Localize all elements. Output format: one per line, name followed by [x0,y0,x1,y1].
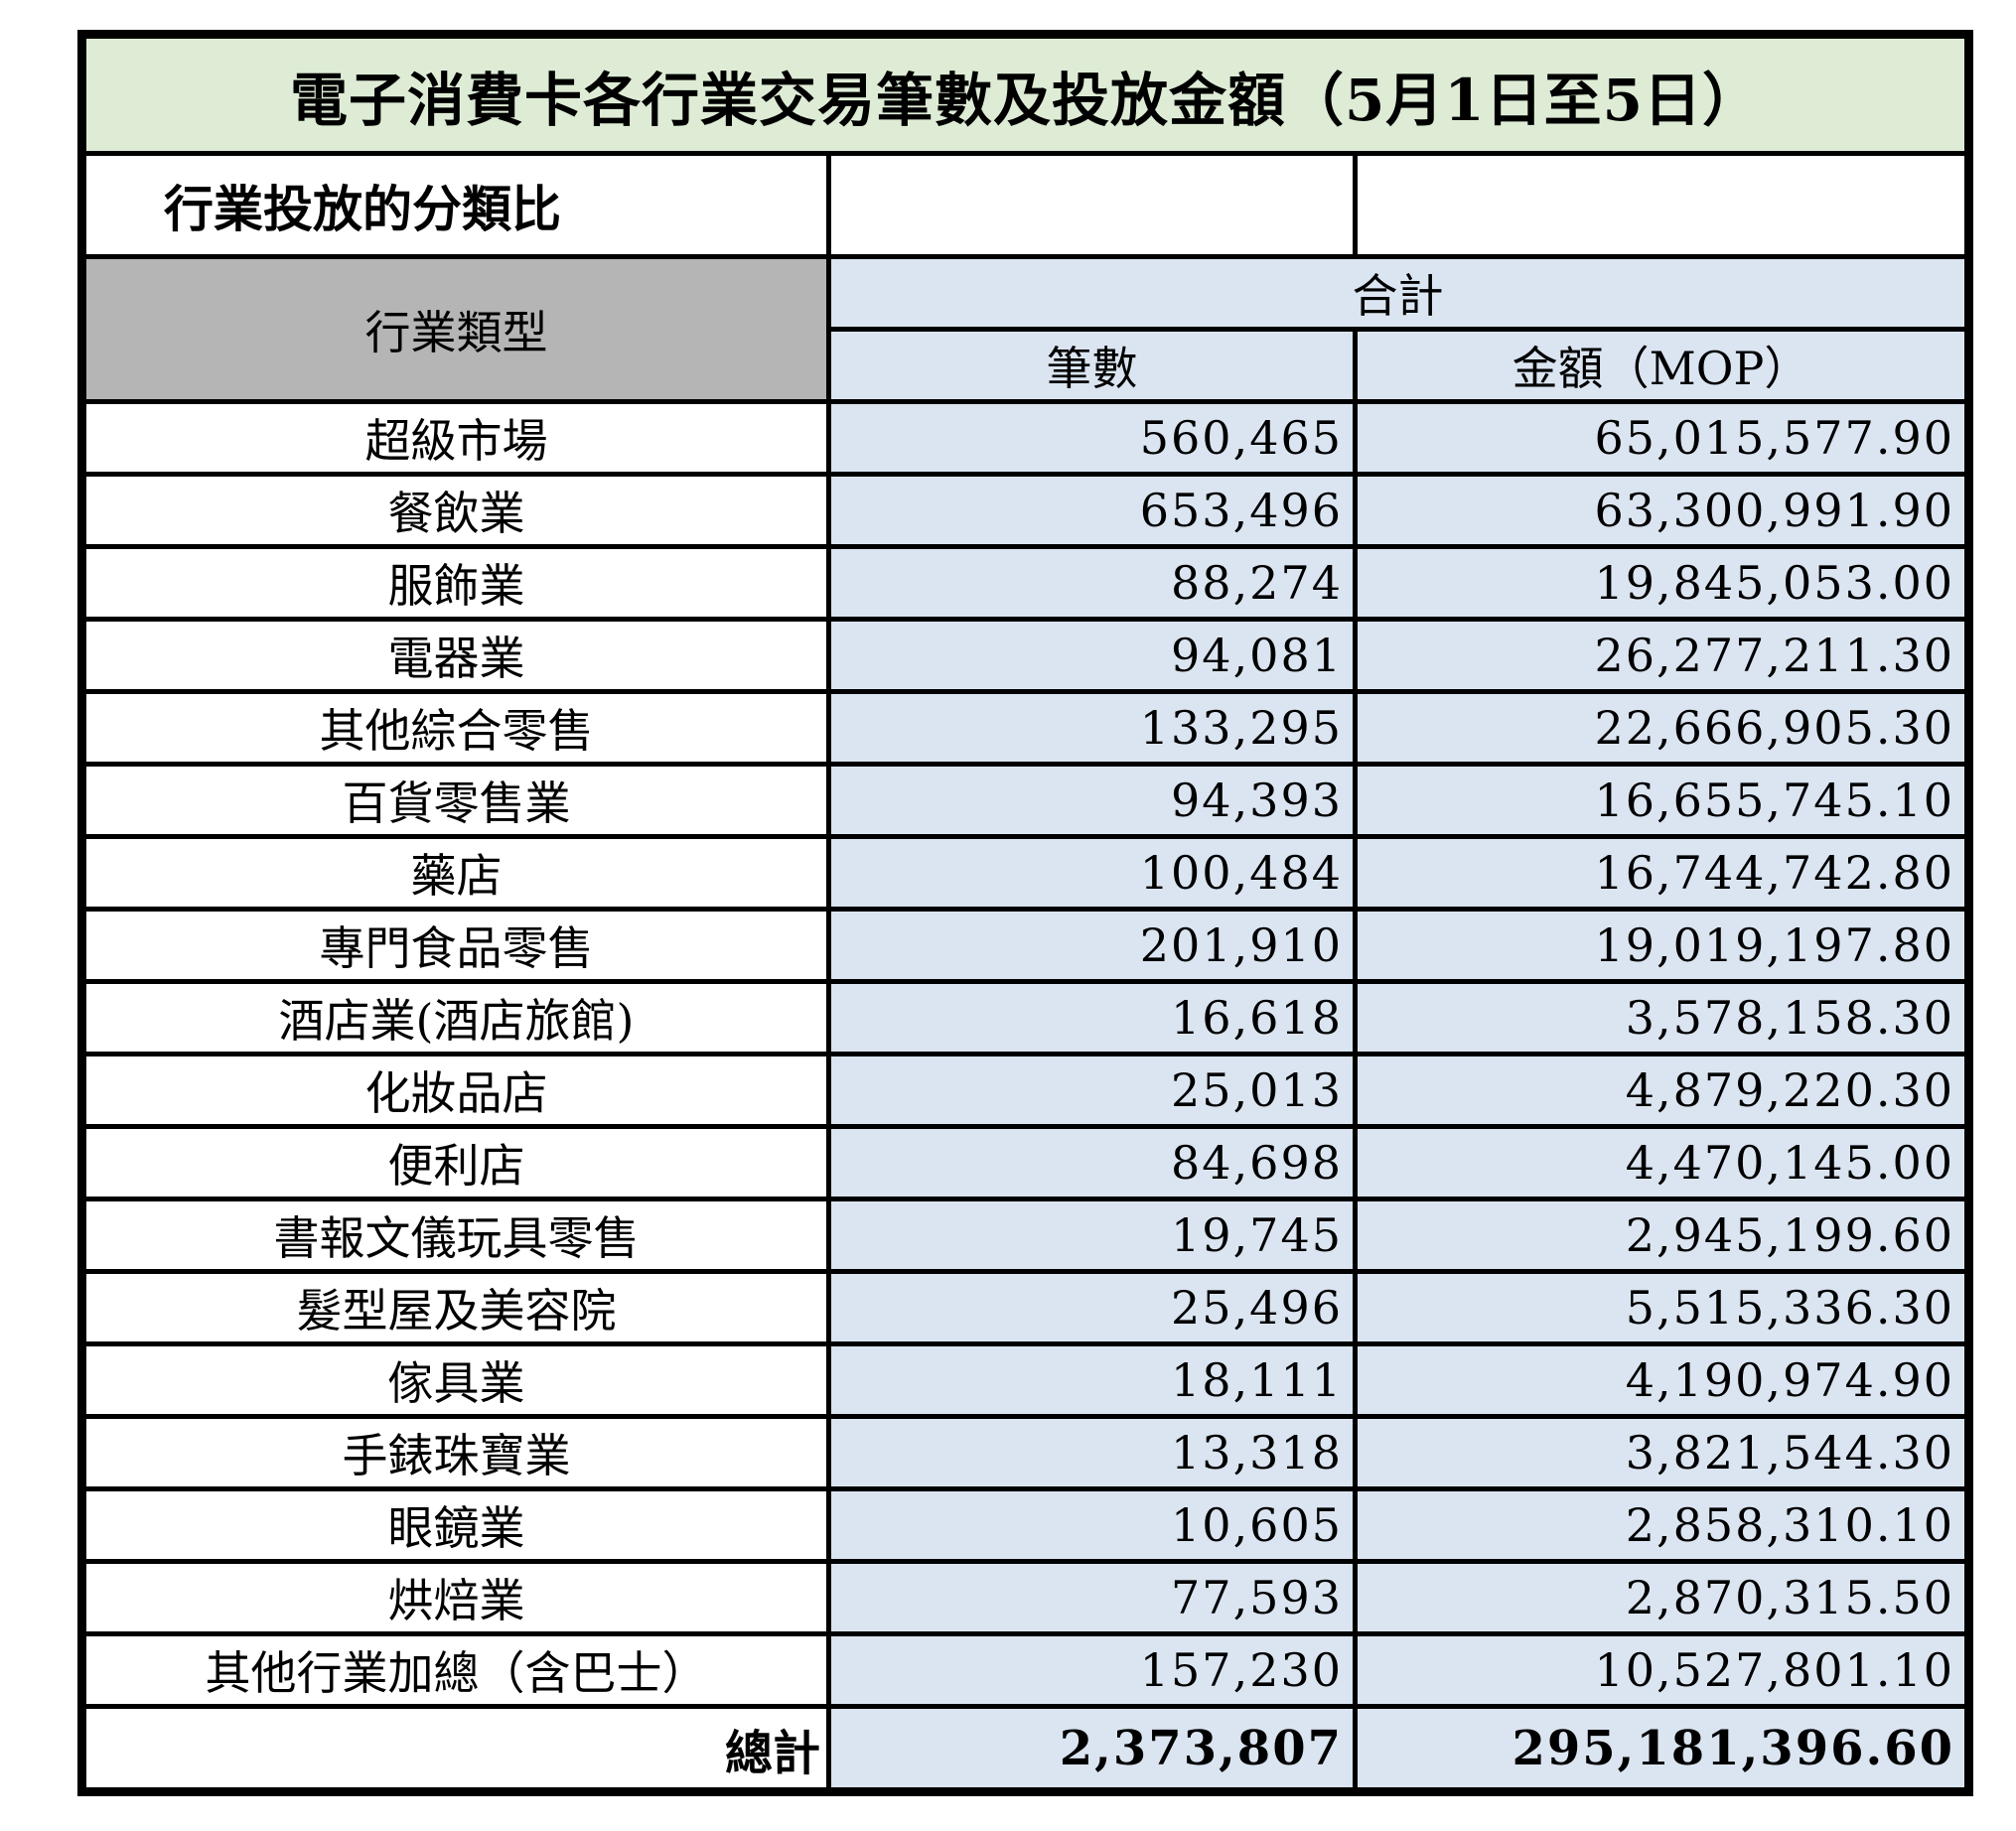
industry-name-cell: 書報文儀玩具零售 [79,1197,831,1274]
count-value-cell: 100,484 [826,834,1358,912]
amount-value-cell: 2,870,315.50 [1353,1559,1971,1636]
industry-name-cell: 手錶珠寶業 [79,1414,831,1491]
count-value-cell: 201,910 [826,907,1358,984]
amount-value-cell: 5,515,336.30 [1353,1269,1971,1346]
amount-value-cell: 2,858,310.10 [1353,1486,1971,1564]
column-header-amount: 金額（MOP） [1353,327,1971,404]
count-value-cell: 560,465 [826,399,1358,477]
table-title: 電子消費卡各行業交易筆數及投放金額（5月1日至5日） [79,32,1971,156]
count-value-cell: 157,230 [826,1631,1358,1709]
table-row: 專門食品零售 201,910 19,019,197.80 [79,907,1971,984]
amount-value-cell: 3,821,544.30 [1353,1414,1971,1491]
column-header-industry-type: 行業類型 [79,254,831,404]
count-value-cell: 18,111 [826,1341,1358,1419]
empty-cell [826,151,1358,259]
column-header-count: 筆數 [826,327,1358,404]
total-count-value: 2,373,807 [826,1704,1358,1794]
table-body: 超級市場 560,465 65,015,577.90 餐飲業 653,496 63,300… [79,399,1971,1709]
count-value-cell: 10,605 [826,1486,1358,1564]
table-row: 餐飲業 653,496 63,300,991.90 [79,472,1971,549]
table-row: 書報文儀玩具零售 19,745 2,945,199.60 [79,1197,1971,1274]
amount-value-cell: 63,300,991.90 [1353,472,1971,549]
table-row: 眼鏡業 10,605 2,858,310.10 [79,1486,1971,1564]
total-amount-value: 295,181,396.60 [1353,1704,1971,1794]
amount-value-cell: 16,744,742.80 [1353,834,1971,912]
table-row: 其他行業加總（含巴士） 157,230 10,527,801.10 [79,1631,1971,1709]
table-header-section: 電子消費卡各行業交易筆數及投放金額（5月1日至5日） 行業投放的分類比 行業類型… [79,32,1971,404]
amount-value-cell: 4,879,220.30 [1353,1052,1971,1129]
amount-value-cell: 19,845,053.00 [1353,544,1971,622]
amount-value-cell: 4,190,974.90 [1353,1341,1971,1419]
industry-name-cell: 其他行業加總（含巴士） [79,1631,831,1709]
table-row: 髮型屋及美容院 25,496 5,515,336.30 [79,1269,1971,1346]
industry-name-cell: 酒店業(酒店旅館) [79,979,831,1056]
table-row: 便利店 84,698 4,470,145.00 [79,1124,1971,1201]
industry-name-cell: 電器業 [79,617,831,694]
table-row: 傢具業 18,111 4,190,974.90 [79,1341,1971,1419]
count-value-cell: 94,081 [826,617,1358,694]
group-header-row: 行業類型 合計 [79,254,1971,404]
amount-value-cell: 3,578,158.30 [1353,979,1971,1056]
industry-name-cell: 服飾業 [79,544,831,622]
amount-value-cell: 16,655,745.10 [1353,762,1971,839]
total-row: 總計 2,373,807 295,181,396.60 [79,1704,1971,1794]
count-value-cell: 13,318 [826,1414,1358,1491]
total-label: 總計 [79,1704,831,1794]
amount-value-cell: 22,666,905.30 [1353,689,1971,767]
amount-value-cell: 2,945,199.60 [1353,1197,1971,1274]
title-row: 電子消費卡各行業交易筆數及投放金額（5月1日至5日） [79,32,1971,156]
empty-cell [1353,151,1971,259]
table-footer-section: 總計 2,373,807 295,181,396.60 [79,1704,1971,1794]
count-value-cell: 133,295 [826,689,1358,767]
group-header-total: 合計 [826,254,1971,332]
table-row: 超級市場 560,465 65,015,577.90 [79,399,1971,477]
count-value-cell: 653,496 [826,472,1358,549]
count-value-cell: 16,618 [826,979,1358,1056]
count-value-cell: 25,013 [826,1052,1358,1129]
amount-value-cell: 26,277,211.30 [1353,617,1971,694]
amount-value-cell: 19,019,197.80 [1353,907,1971,984]
sub-header-row: 筆數 金額（MOP） [82,327,1971,404]
industry-name-cell: 化妝品店 [79,1052,831,1129]
industry-name-cell: 百貨零售業 [79,762,831,839]
industry-name-cell: 眼鏡業 [79,1486,831,1564]
table-row: 手錶珠寶業 13,318 3,821,544.30 [79,1414,1971,1491]
table-row: 其他綜合零售 133,295 22,666,905.30 [79,689,1971,767]
industry-name-cell: 便利店 [79,1124,831,1201]
count-value-cell: 77,593 [826,1559,1358,1636]
industry-name-cell: 餐飲業 [79,472,831,549]
count-value-cell: 19,745 [826,1197,1358,1274]
count-value-cell: 88,274 [826,544,1358,622]
count-value-cell: 94,393 [826,762,1358,839]
industry-name-cell: 藥店 [79,834,831,912]
industry-name-cell: 髮型屋及美容院 [79,1269,831,1346]
count-value-cell: 84,698 [826,1124,1358,1201]
subtitle-row: 行業投放的分類比 [79,151,1971,259]
table-row: 藥店 100,484 16,744,742.80 [79,834,1971,912]
industry-name-cell: 其他綜合零售 [79,689,831,767]
amount-value-cell: 10,527,801.10 [1353,1631,1971,1709]
amount-value-cell: 65,015,577.90 [1353,399,1971,477]
industry-name-cell: 傢具業 [79,1341,831,1419]
industry-transactions-table: 電子消費卡各行業交易筆數及投放金額（5月1日至5日） 行業投放的分類比 行業類型… [77,30,1973,1796]
industry-name-cell: 烘焙業 [79,1559,831,1636]
table-row: 百貨零售業 94,393 16,655,745.10 [79,762,1971,839]
section-label: 行業投放的分類比 [79,151,831,259]
table-row: 化妝品店 25,013 4,879,220.30 [79,1052,1971,1129]
industry-name-cell: 超級市場 [79,399,831,477]
table-row: 烘焙業 77,593 2,870,315.50 [79,1559,1971,1636]
count-value-cell: 25,496 [826,1269,1358,1346]
table-row: 酒店業(酒店旅館) 16,618 3,578,158.30 [79,979,1971,1056]
industry-name-cell: 專門食品零售 [79,907,831,984]
amount-value-cell: 4,470,145.00 [1353,1124,1971,1201]
table-row: 服飾業 88,274 19,845,053.00 [79,544,1971,622]
table-row: 電器業 94,081 26,277,211.30 [79,617,1971,694]
